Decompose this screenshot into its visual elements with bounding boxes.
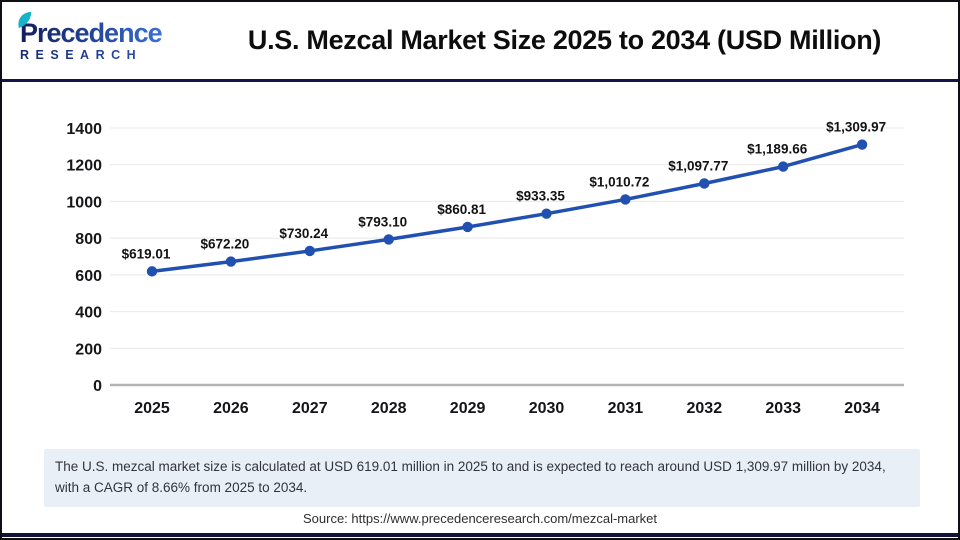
y-axis-tick-label: 400 [75, 305, 102, 322]
y-axis-tick-label: 200 [75, 341, 102, 358]
data-point-label: $1,309.97 [826, 120, 886, 135]
y-axis-tick-label: 0 [93, 378, 102, 395]
y-axis-tick-label: 800 [75, 231, 102, 248]
data-point-marker [541, 208, 552, 219]
page-title: U.S. Mezcal Market Size 2025 to 2034 (US… [247, 25, 882, 55]
leaf-icon [18, 11, 32, 28]
bottom-accent-bar [2, 533, 958, 537]
chart-line [150, 142, 864, 274]
data-point-label: $793.10 [358, 214, 407, 229]
data-point-marker [383, 234, 394, 245]
x-axis-tick-label: 2031 [608, 400, 644, 417]
y-axis-tick-label: 600 [75, 268, 102, 285]
summary-text: The U.S. mezcal market size is calculate… [55, 459, 886, 495]
x-axis-tick-label: 2032 [687, 400, 723, 417]
brand-subtitle: RESEARCH [20, 49, 205, 62]
y-axis-tick-label: 1200 [66, 158, 102, 175]
header: Precedence RESEARCH U.S. Mezcal Market S… [2, 2, 958, 82]
x-axis-tick-label: 2025 [134, 400, 170, 417]
data-point-marker [304, 245, 315, 257]
data-point-marker [778, 161, 789, 172]
x-axis-tick-label: 2026 [213, 400, 249, 417]
summary-box: The U.S. mezcal market size is calculate… [44, 449, 920, 507]
data-point-marker [856, 139, 868, 150]
x-axis-tick-label: 2029 [450, 400, 486, 417]
y-axis-tick-label: 1400 [66, 121, 102, 138]
x-axis-tick-label: 2027 [292, 400, 328, 417]
brand-logo: Precedence RESEARCH [18, 11, 205, 62]
data-point-marker [699, 178, 710, 189]
source-line: Source: https://www.precedenceresearch.c… [302, 511, 658, 526]
x-axis-tick-label: 2034 [844, 400, 880, 417]
data-point-label: $1,097.77 [668, 158, 728, 173]
data-point-label: $672.20 [200, 237, 249, 252]
data-point-marker [620, 194, 631, 205]
x-axis-tick-label: 2030 [529, 400, 565, 417]
data-point-label: $730.24 [279, 226, 328, 241]
data-point-marker [146, 266, 158, 277]
data-point-label: $619.01 [122, 246, 171, 261]
data-point-label: $860.81 [437, 202, 486, 217]
data-point-label: $1,189.66 [747, 142, 808, 157]
brand-name: Precedence [18, 11, 162, 48]
data-point-label: $933.35 [516, 189, 565, 204]
data-point-marker [225, 256, 237, 267]
y-axis-tick-label: 1000 [66, 194, 102, 211]
data-point-label: $1,010.72 [589, 174, 649, 189]
x-axis-tick-label: 2028 [371, 400, 407, 417]
brand-name-text: Precedence [20, 17, 162, 48]
x-axis-tick-label: 2033 [765, 400, 801, 417]
data-point-marker [462, 221, 473, 233]
chart-svg: 0 200 400 600 800 1000 1200 1400 $619.01 2025 $672… [66, 120, 904, 417]
